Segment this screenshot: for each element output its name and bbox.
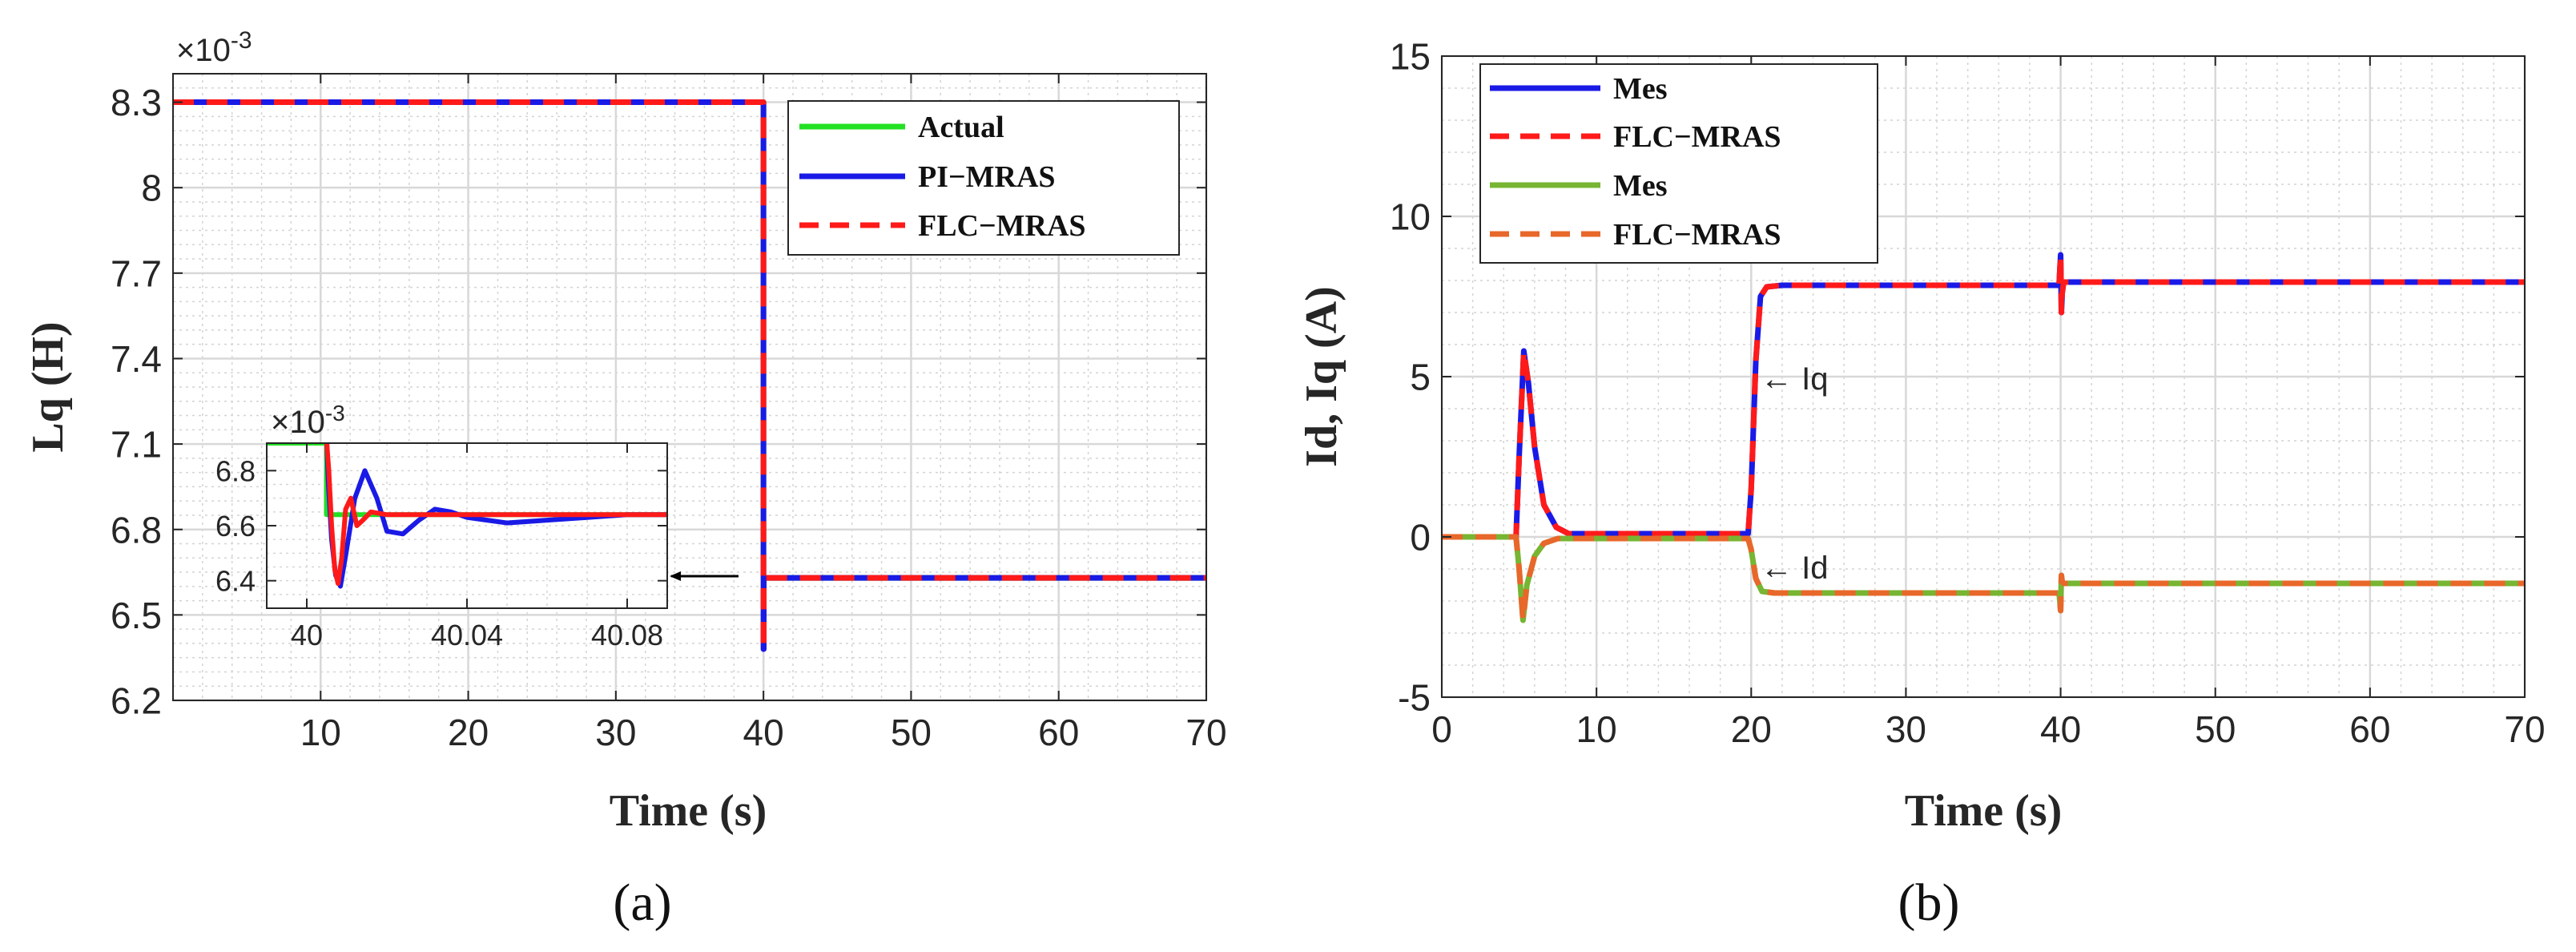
b-ytick-label-4: 15 [1390, 36, 1431, 78]
b-xtick-label-3: 30 [1886, 708, 1926, 750]
inset-ytick-label-1: 6.6 [215, 510, 256, 543]
a-xtick-label-6: 70 [1185, 712, 1226, 753]
inset-y-exponent: ×10-3 [271, 401, 345, 441]
a-ytick-label-3: 7.1 [111, 424, 162, 466]
y-axis-label-a: Lq (H) [23, 321, 73, 452]
y-exponent-power-a: -3 [231, 27, 252, 54]
legend-box-b [1479, 63, 1878, 264]
a-xtick-label-4: 50 [891, 712, 932, 753]
x-axis-label-a: Time (s) [610, 786, 767, 836]
b-series-3 [1442, 534, 2525, 623]
a-ytick-label-5: 7.7 [111, 252, 162, 294]
inset-series-group [267, 443, 667, 589]
panel-label-a: (a) [613, 873, 671, 932]
inset-series-2 [324, 443, 667, 587]
y-axis-label-b: Id, Iq (A) [1297, 286, 1346, 467]
a-series-2 [173, 99, 1206, 652]
x-axis-label-b: Time (s) [1905, 786, 2063, 836]
legend-label-id-flc-mras: FLC−MRAS [1613, 218, 1781, 252]
legend-b: Mes FLC−MRAS Mes FLC−MRAS [1479, 63, 1878, 264]
inset-grid [266, 442, 668, 609]
b-xtick-label-1: 10 [1576, 708, 1617, 750]
b-ytick-label-3: 10 [1390, 196, 1431, 238]
annotation-iq: ← Iq [1761, 361, 1828, 397]
a-ytick-label-7: 8.3 [111, 82, 162, 123]
a-ytick-label-1: 6.5 [111, 595, 162, 636]
ticks-a: 10 20 30 40 50 60 70 6.2 6.5 6.8 7.1 7.4 7.7 8 8.3 [111, 74, 1227, 753]
legend-label-iq-flc-mras: FLC−MRAS [1613, 120, 1781, 154]
a-ytick-label-6: 8 [141, 167, 162, 209]
a-ytick-label-4: 7.4 [111, 338, 162, 380]
y-exponent-base-a: ×10 [176, 33, 231, 68]
annotation-id: ← Id [1761, 551, 1828, 586]
y-exponent-a: ×10-3 [176, 27, 252, 69]
series-group-a [173, 99, 1206, 652]
b-xtick-label-0: 0 [1431, 708, 1452, 750]
a-xtick-label-5: 60 [1038, 712, 1079, 753]
b-ytick-label-0: -5 [1398, 677, 1431, 719]
inset-ytick-label-0: 6.4 [215, 565, 256, 598]
legend-label-iq-mes: Mes [1613, 72, 1668, 106]
b-xtick-label-6: 60 [2349, 708, 2390, 750]
legend-a: Actual PI−MRAS FLC−MRAS [787, 100, 1180, 256]
legend-label-id-mes: Mes [1613, 169, 1668, 203]
b-xtick-label-7: 70 [2504, 708, 2545, 750]
inset-y-exponent-base: ×10 [271, 405, 325, 440]
a-xtick-label-2: 30 [595, 712, 636, 753]
b-xtick-label-2: 20 [1731, 708, 1772, 750]
inset-ytick-label-2: 6.8 [215, 454, 256, 487]
a-xtick-label-1: 20 [448, 712, 489, 753]
legend-label-actual: Actual [918, 111, 1004, 144]
svg-text:×10-3: ×10-3 [176, 27, 252, 69]
series-group-b [1442, 252, 2525, 623]
legend-label-flc-mras: FLC−MRAS [918, 209, 1086, 243]
a-xtick-label-0: 10 [300, 712, 341, 753]
inset-chart: 40 40.04 40.08 6.4 6.6 6.8 ×10-3 [215, 401, 668, 651]
b-xtick-label-5: 50 [2195, 708, 2236, 750]
b-ytick-label-2: 5 [1410, 357, 1431, 398]
a-ytick-label-0: 6.2 [111, 680, 162, 722]
inset-xtick-label-2: 40.08 [591, 619, 663, 651]
legend-label-pi-mras: PI−MRAS [918, 160, 1056, 194]
b-series-1 [1442, 252, 2525, 540]
inset-ticks: 40 40.04 40.08 6.4 6.6 6.8 [215, 443, 667, 651]
b-xtick-label-4: 40 [2040, 708, 2081, 750]
inset-xtick-label-0: 40 [291, 619, 323, 651]
panel-label-b: (b) [1898, 873, 1960, 932]
inset-xtick-label-1: 40.04 [431, 619, 503, 651]
b-ytick-label-1: 0 [1410, 517, 1431, 559]
chart-a: 10 20 30 40 50 60 70 6.2 6.5 6.8 7.1 7.4 7.7 8 8.3 ×10… [23, 27, 1227, 933]
inset-y-exponent-power: -3 [325, 401, 345, 426]
a-xtick-label-3: 40 [743, 712, 784, 753]
axes-box-a [172, 73, 1207, 701]
a-ytick-label-2: 6.8 [111, 509, 162, 551]
